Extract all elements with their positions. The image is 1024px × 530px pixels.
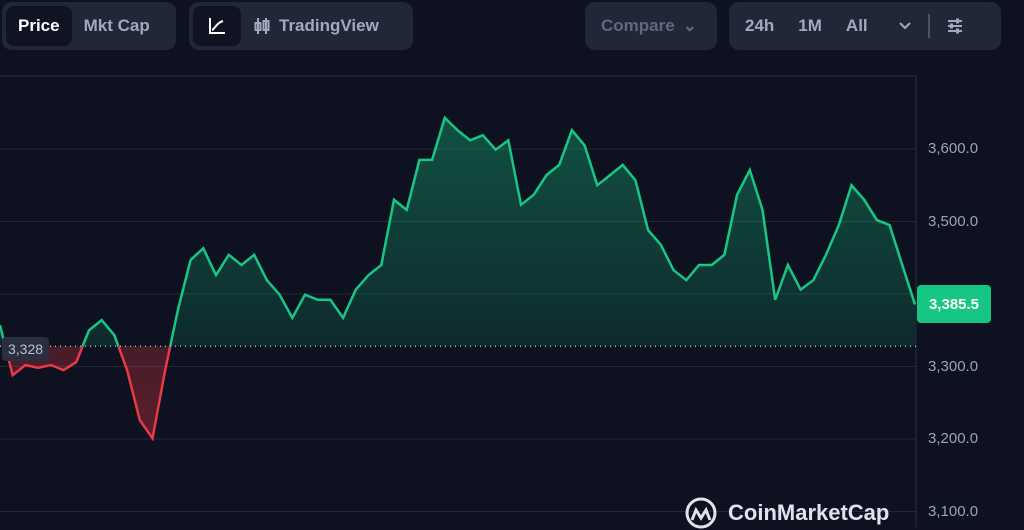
compare-button[interactable]: Compare ⌄ bbox=[589, 6, 709, 46]
y-tick-label: 3,100.0 bbox=[928, 503, 978, 520]
baseline-label: 3,328 bbox=[2, 337, 49, 361]
y-tick-label: 3,200.0 bbox=[928, 430, 978, 447]
area-fill-up bbox=[0, 118, 915, 439]
metric-toggle: Price Mkt Cap bbox=[2, 2, 176, 50]
y-tick-label: 3,500.0 bbox=[928, 213, 978, 230]
mktcap-tab[interactable]: Mkt Cap bbox=[72, 6, 162, 46]
coinmarketcap-logo: CoinMarketCap bbox=[684, 496, 889, 530]
tradingview-label: TradingView bbox=[279, 16, 379, 36]
current-price-tag: 3,385.5 bbox=[917, 285, 991, 323]
area-fill-down bbox=[0, 118, 915, 439]
range-24h[interactable]: 24h bbox=[733, 6, 786, 46]
price-tab[interactable]: Price bbox=[6, 6, 72, 46]
range-toggle: 24h 1M All bbox=[729, 2, 1001, 50]
line-chart-button[interactable] bbox=[193, 6, 241, 46]
divider bbox=[928, 14, 930, 38]
y-tick-label: 3,600.0 bbox=[928, 140, 978, 157]
range-1m[interactable]: 1M bbox=[786, 6, 834, 46]
coinmarketcap-icon bbox=[684, 496, 718, 530]
compare-label: Compare bbox=[601, 16, 675, 36]
price-line-up bbox=[0, 118, 915, 439]
range-all[interactable]: All bbox=[834, 6, 880, 46]
chart-type-toggle: TradingView bbox=[189, 2, 413, 50]
tradingview-button[interactable]: TradingView bbox=[241, 6, 391, 46]
compare-dropdown[interactable]: Compare ⌄ bbox=[585, 2, 717, 50]
price-line-down bbox=[0, 118, 915, 439]
candlestick-icon bbox=[253, 17, 271, 35]
line-chart-icon bbox=[207, 16, 227, 36]
settings-button[interactable] bbox=[936, 6, 974, 46]
range-more-chevron-icon[interactable] bbox=[880, 6, 922, 46]
sliders-icon bbox=[946, 17, 964, 35]
chevron-down-icon: ⌄ bbox=[683, 16, 697, 36]
brand-name: CoinMarketCap bbox=[728, 500, 889, 526]
y-tick-label: 3,300.0 bbox=[928, 358, 978, 375]
